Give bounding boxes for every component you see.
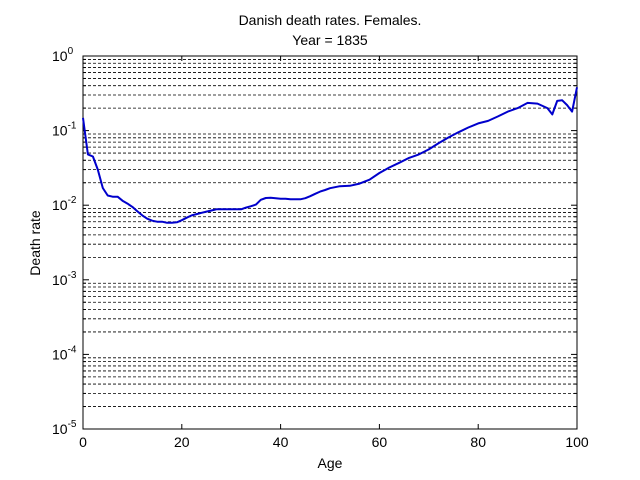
tick-labels: 0 20 40 60 80 100 10-5 10-4 10-3 10-2 10-1 100 [52,46,589,450]
x-tick-label: 60 [372,434,388,450]
y-tick-label: 100 [52,46,74,64]
x-tick-label: 20 [174,434,190,450]
x-tick-label: 40 [273,434,289,450]
y-tick-label: 10-2 [52,195,77,213]
series-line [82,87,578,224]
chart-title: Danish death rates. Females. [239,12,422,28]
y-tick-label: 10-3 [52,270,77,288]
x-tick-label: 80 [470,434,486,450]
plot-frame [82,55,578,430]
grid-lines [83,59,577,407]
x-tick-label: 0 [79,434,87,450]
x-tick-label: 100 [565,434,589,450]
chart-subtitle: Year = 1835 [292,32,368,48]
tick-marks [82,56,578,430]
y-tick-label: 10-1 [52,121,77,139]
x-axis-label: Age [318,455,343,471]
series-layer [82,87,578,224]
y-tick-label: 10-5 [52,419,77,437]
y-axis-label: Death rate [27,210,43,276]
y-tick-label: 10-4 [52,344,77,362]
